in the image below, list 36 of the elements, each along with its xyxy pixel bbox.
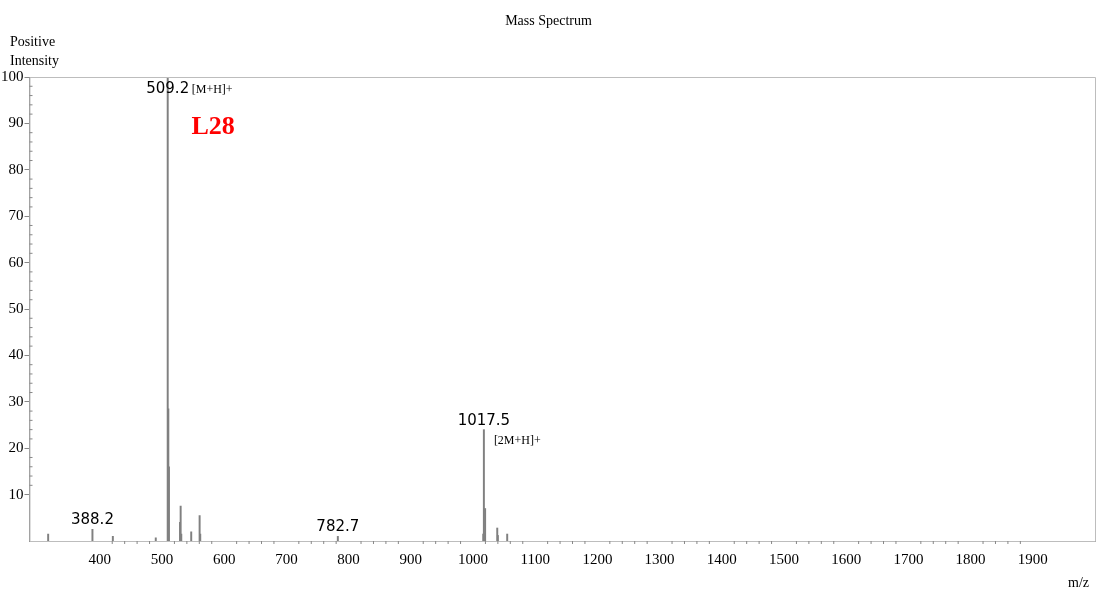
x-tick-label: 1700 xyxy=(893,550,924,567)
y-axis-title: Positive Intensity xyxy=(10,34,59,68)
x-tick-label: 1600 xyxy=(831,550,862,567)
x-tick-label: 600 xyxy=(212,550,236,567)
x-tick-label: 1200 xyxy=(582,550,613,567)
x-tick-label: 900 xyxy=(399,550,423,567)
annotation: [M+H]+ xyxy=(191,82,233,96)
y-tick-label: 70 xyxy=(8,207,24,224)
y-tick-label: 80 xyxy=(8,160,24,177)
x-tick-label: 1100 xyxy=(520,550,550,567)
x-tick-label: 1400 xyxy=(706,550,737,567)
annotation: 509.2 xyxy=(146,79,190,97)
x-tick-label: 1900 xyxy=(1017,550,1048,567)
chart-title: Mass Spectrum xyxy=(505,13,592,28)
y-tick-label: 20 xyxy=(8,439,24,456)
x-tick-label: 1300 xyxy=(644,550,675,567)
annotation: 388.2 xyxy=(70,510,114,529)
annotation: [2M+H]+ xyxy=(493,432,541,447)
y-tick-label: 90 xyxy=(8,114,24,131)
y-tick-label: 60 xyxy=(8,253,24,270)
y-tick-label: 100 xyxy=(1,67,24,84)
annotation: 1017.5 xyxy=(457,410,511,429)
annotation: L28 xyxy=(191,111,235,140)
x-tick-label: 500 xyxy=(150,550,174,567)
x-tick-label: 1000 xyxy=(457,550,488,567)
x-axis-title: m/z xyxy=(1068,575,1089,590)
x-tick-label: 400 xyxy=(88,550,112,567)
x-tick-label: 700 xyxy=(275,550,298,567)
y-tick-label: 10 xyxy=(8,485,24,502)
x-tick-label: 1800 xyxy=(955,550,986,567)
y-tick-label: 40 xyxy=(8,346,24,363)
y-tick-label: 30 xyxy=(8,392,24,409)
x-tick-label: 1500 xyxy=(769,550,799,567)
x-tick-label: 800 xyxy=(337,550,360,567)
y-tick-label: 50 xyxy=(8,299,24,316)
annotation: 782.7 xyxy=(316,517,360,536)
